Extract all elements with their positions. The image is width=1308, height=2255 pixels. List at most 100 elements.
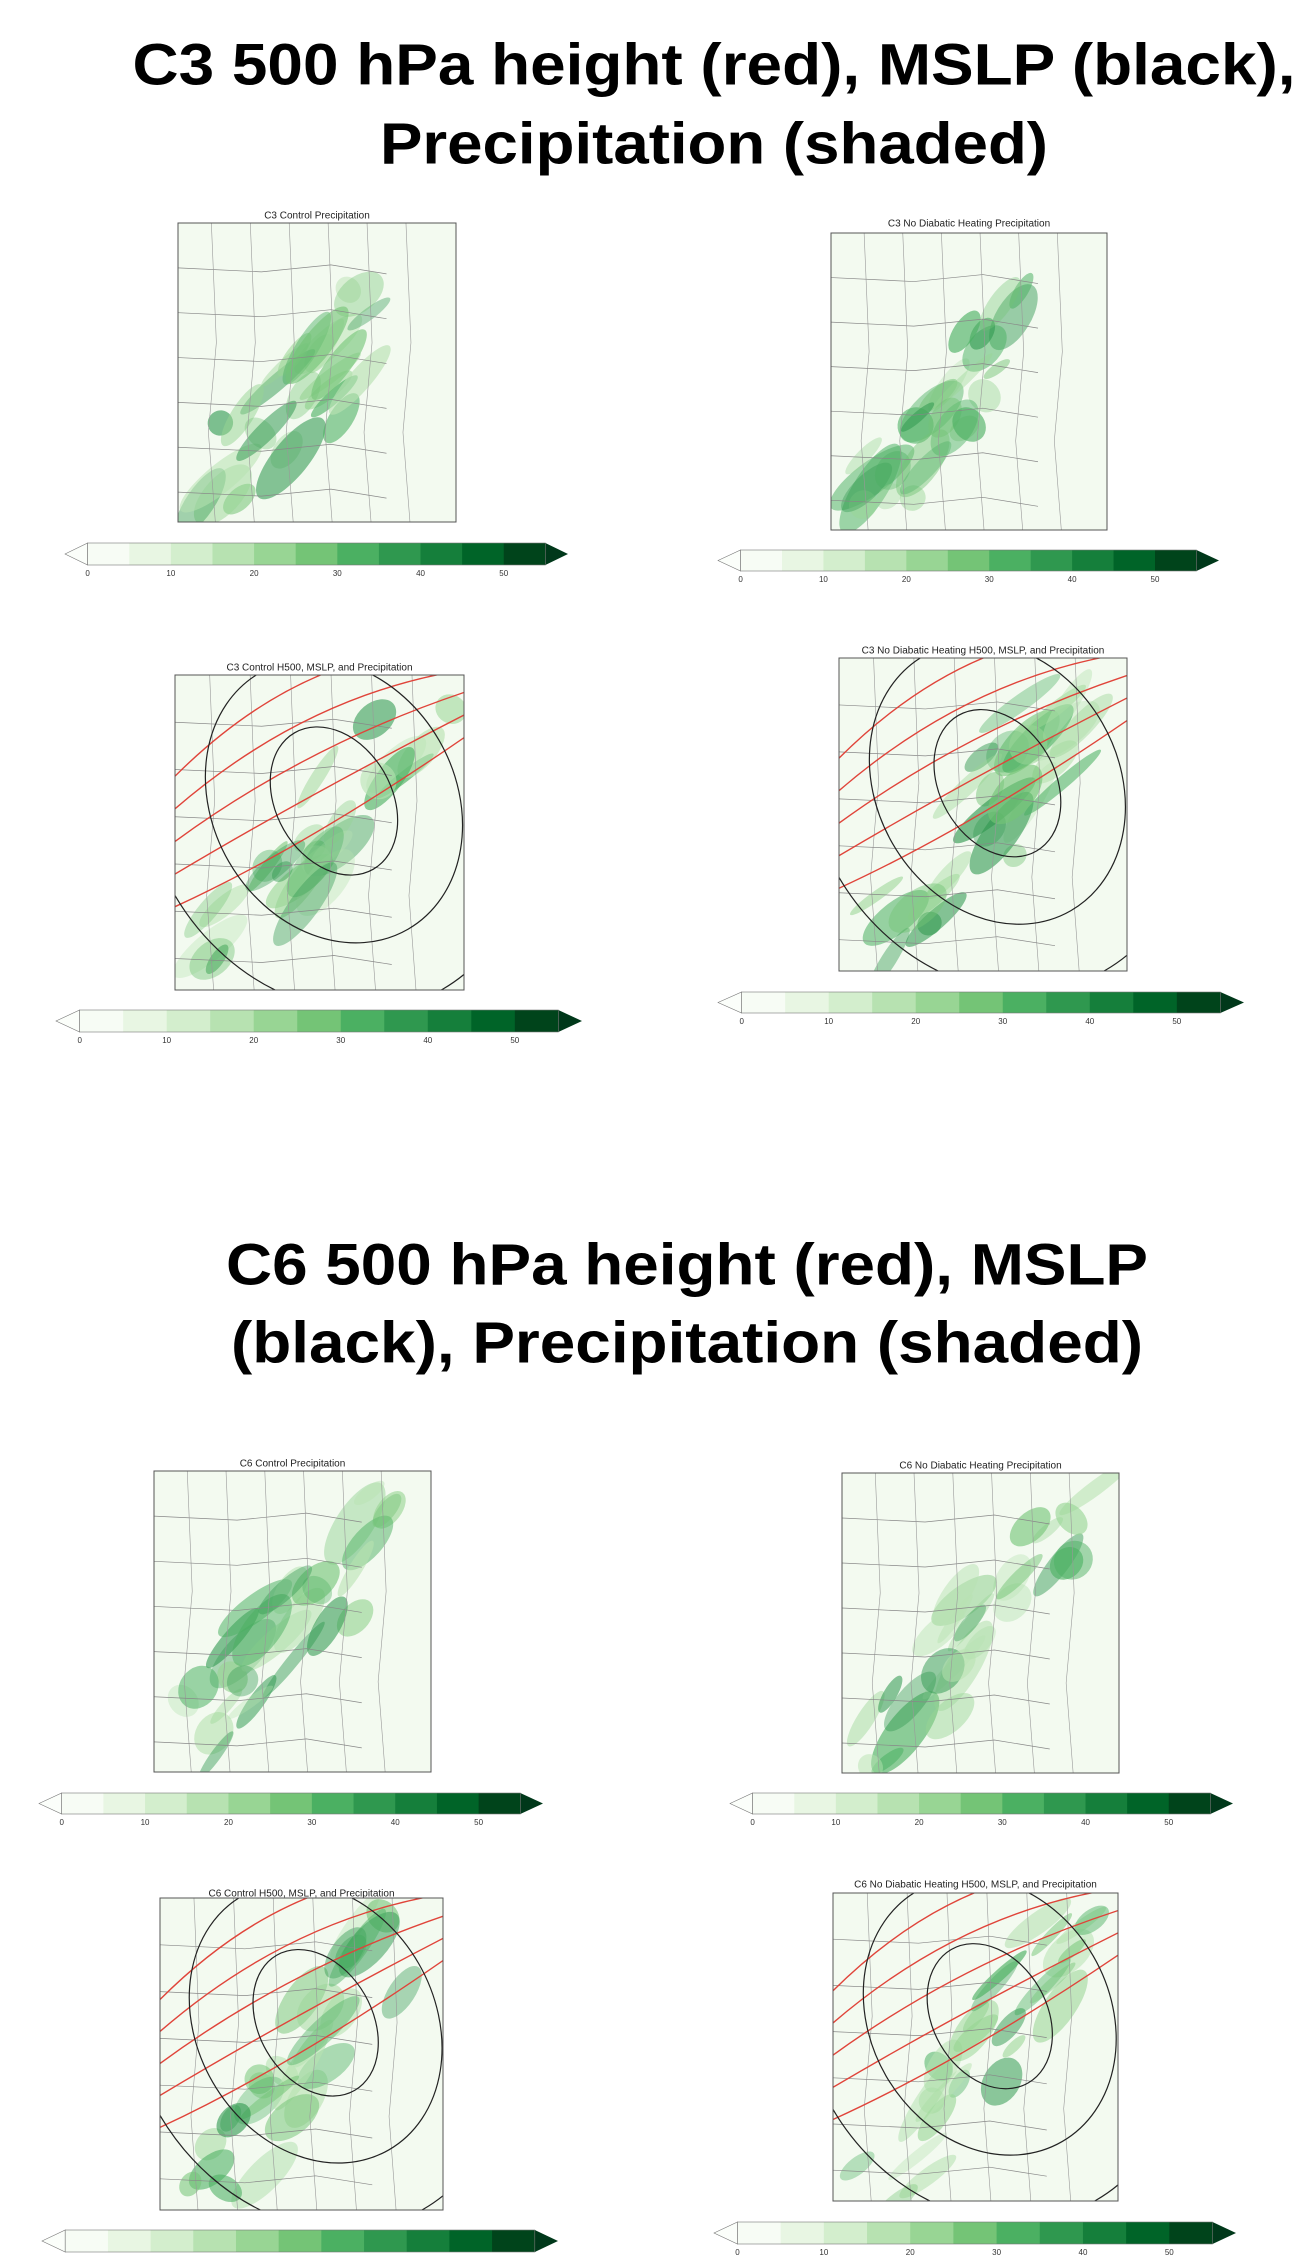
colorbar-segment [906, 550, 949, 571]
colorbar-segment [1176, 992, 1221, 1013]
colorbar-extend-high [520, 1793, 543, 1814]
state-border [175, 860, 392, 871]
state-border [910, 1473, 920, 1773]
colorbar: 0 10 20 30 40 50 [713, 2221, 1236, 2255]
state-border [178, 309, 387, 320]
panel: C6 No Diabatic Heating Precipitation 0 10 2… [729, 1461, 1233, 1827]
map [833, 1893, 1118, 2201]
precip-shade [198, 1731, 234, 1772]
state-border [950, 658, 960, 971]
state-border [839, 748, 1056, 759]
colorbar-segment [823, 2222, 868, 2244]
state-border [160, 2035, 373, 2045]
colorbar-segment [835, 1793, 878, 1814]
state-border [154, 1603, 362, 1613]
colorbar-segment [785, 992, 830, 1013]
colorbar-outline [61, 1792, 521, 1815]
precip-shade [286, 826, 344, 898]
colorbar-outline [737, 2221, 1213, 2245]
precip-shade [372, 1493, 402, 1528]
map [831, 233, 1107, 530]
state-border [831, 407, 1039, 418]
panel: C3 Control H500, MSLP, and Precipitation… [55, 663, 582, 1045]
colorbar-segment [166, 1010, 211, 1032]
colorbar-segment [87, 543, 130, 565]
precip-shade [1029, 1962, 1076, 2004]
colorbar-tick-label: 30 [998, 1017, 1007, 1026]
colorbar-extend-high [1210, 1793, 1233, 1814]
section-title: C3 500 hPa height (red), MSLP (black), [133, 32, 1296, 97]
state-border [154, 1738, 362, 1749]
colorbar-segment [872, 992, 917, 1013]
state-border [246, 675, 256, 990]
precip-shade [839, 2151, 875, 2181]
colorbar: 0 10 20 30 40 50 [38, 1792, 543, 1827]
precip-shade [310, 830, 353, 867]
precip-shade [435, 694, 464, 724]
precip-shade [1009, 1507, 1051, 1547]
precip-shade [258, 1565, 313, 1615]
state-border [1015, 233, 1024, 530]
colorbar-segment [1168, 1793, 1211, 1814]
colorbar-segment [123, 1010, 168, 1032]
colorbar-tick-label: 0 [59, 1818, 64, 1827]
colorbar-tick-label: 50 [499, 569, 508, 578]
precip-shade [1024, 749, 1102, 816]
colorbar-tick-label: 0 [739, 1017, 744, 1026]
precip-shade [255, 417, 326, 500]
precip-shade [983, 359, 1010, 379]
colorbar-segment [420, 543, 463, 565]
state-border [1063, 1893, 1073, 2201]
map [154, 1471, 431, 1772]
height-contour [175, 714, 464, 875]
precip-shade [937, 1594, 973, 1644]
precip-shade [1032, 1969, 1088, 2043]
state-border [178, 264, 387, 275]
colorbar-segment [1126, 2222, 1170, 2244]
state-border [175, 718, 392, 729]
state-border [842, 1694, 1050, 1705]
precip-shade [900, 441, 952, 495]
pressure-contour [188, 1898, 443, 2164]
colorbar-segment [210, 1010, 255, 1032]
state-border [903, 1893, 913, 2201]
colorbar-segment [1030, 550, 1073, 571]
precip-shade [293, 2019, 334, 2068]
colorbar-tick-label: 0 [738, 575, 743, 584]
state-border [860, 233, 870, 530]
colorbar-segment [919, 1793, 962, 1814]
colorbar: 0 10 20 30 40 50 [717, 549, 1219, 584]
precip-shade [1059, 1473, 1119, 1516]
colorbar-segment [514, 1010, 559, 1032]
colorbar-extend-low [38, 1792, 62, 1815]
colorbar-segment [384, 1010, 429, 1032]
precip-shade [274, 844, 332, 919]
colorbar-segment [1043, 1793, 1087, 1814]
pressure-contour [175, 675, 464, 990]
colorbar-segment [297, 1010, 342, 1032]
colorbar: 0 10 20 30 40 50 [55, 1009, 582, 1045]
colorbar-segment [145, 1793, 188, 1814]
colorbar-segment [867, 2222, 911, 2244]
state-border [842, 1649, 1050, 1660]
state-border [388, 1898, 398, 2210]
panel: C3 No Diabatic Heating Precipitation 0 10 2… [717, 219, 1219, 584]
colorbar-segment [781, 550, 824, 571]
colorbar-extend-low [55, 1009, 80, 1033]
precip-shade [381, 1965, 422, 2019]
state-border [154, 1693, 362, 1704]
colorbar-segment [436, 1793, 480, 1814]
precip-shade [328, 345, 391, 415]
precip-shade [907, 873, 960, 921]
precip-shade [932, 753, 1003, 819]
colorbar-segment [321, 2230, 365, 2252]
colorbar-tick-label: 10 [166, 569, 175, 578]
precip-shade [286, 1996, 360, 2066]
state-border [175, 955, 392, 965]
precip-shade [323, 800, 357, 846]
colorbar-segment [471, 1010, 516, 1032]
state-border [246, 223, 256, 522]
precip-shade [352, 699, 397, 740]
precip-shade [373, 1491, 406, 1529]
state-border [287, 675, 296, 990]
